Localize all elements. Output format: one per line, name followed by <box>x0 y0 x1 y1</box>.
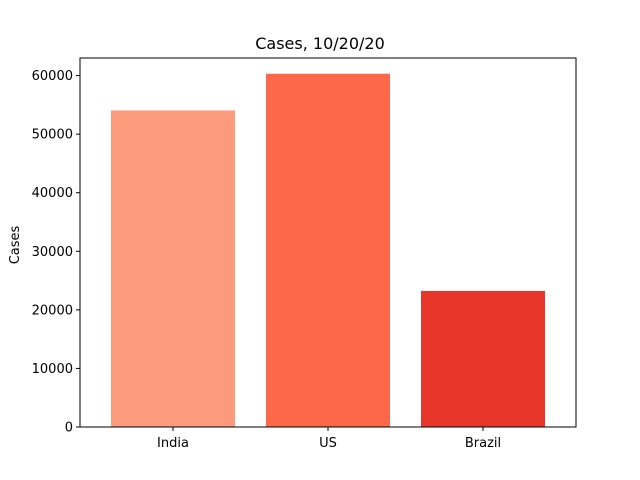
x-tick-label: Brazil <box>465 436 501 451</box>
bar-us <box>266 73 390 427</box>
bar-brazil <box>421 290 545 427</box>
y-tick-label: 40000 <box>32 186 73 201</box>
y-tick-label: 0 <box>65 421 73 436</box>
y-tick-label: 60000 <box>32 69 73 84</box>
x-tick-label: US <box>319 436 337 451</box>
y-tick-label: 50000 <box>32 128 73 143</box>
y-tick-label: 10000 <box>32 362 73 377</box>
bar-india <box>111 110 235 427</box>
plot-area: 0 10000 20000 30000 40000 50000 60000 India US Br… <box>32 57 577 451</box>
y-tick-label: 20000 <box>32 303 73 318</box>
y-axis-label: Cases <box>8 225 23 264</box>
y-tick-label: 30000 <box>32 245 73 260</box>
chart-title: Cases, 10/20/20 <box>255 34 385 53</box>
x-tick-label: India <box>157 436 189 451</box>
